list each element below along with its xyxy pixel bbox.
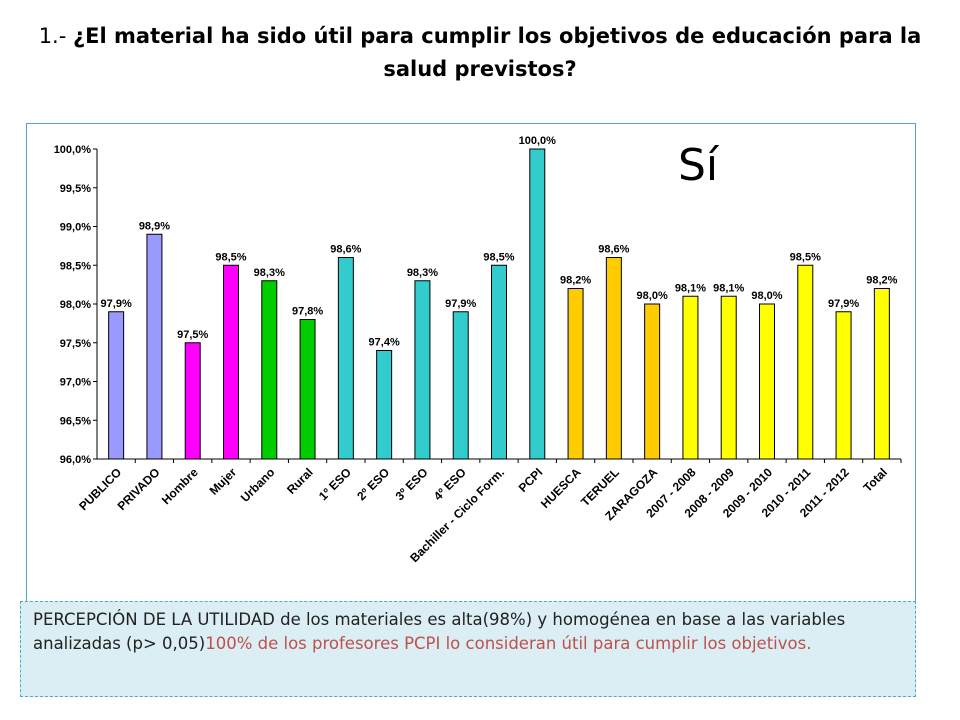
- summary-text: PERCEPCIÓN DE LA UTILIDAD de los materia…: [33, 610, 846, 653]
- data-label: 98,2%: [866, 275, 897, 287]
- bar: [299, 319, 316, 460]
- y-tick-label: 96,0%: [60, 454, 91, 466]
- y-tick-label: 99,0%: [60, 222, 91, 234]
- x-tick-label: 2º ESO: [354, 465, 392, 503]
- y-tick-label: 97,5%: [60, 338, 91, 350]
- bar: [414, 280, 431, 460]
- x-tick-label: 4º ESO: [431, 465, 469, 503]
- x-tick-label: 1º ESO: [316, 465, 354, 503]
- data-label: 98,5%: [790, 251, 821, 263]
- bar: [491, 264, 507, 460]
- data-label: 98,0%: [751, 290, 782, 302]
- data-label: 98,6%: [598, 244, 629, 256]
- bar: [797, 264, 814, 460]
- x-tick-label: 3º ESO: [393, 465, 431, 503]
- data-label: 98,5%: [483, 251, 514, 263]
- bar: [644, 303, 661, 460]
- answer-label: Sí: [678, 140, 719, 191]
- bar: [605, 257, 622, 460]
- data-label: 97,5%: [177, 329, 208, 341]
- bar: [108, 311, 125, 460]
- data-label: 98,2%: [560, 275, 591, 287]
- bar: [720, 295, 737, 460]
- y-tick-label: 97,0%: [60, 377, 91, 389]
- x-tick-label: HUESCA: [538, 465, 584, 511]
- data-label: 98,1%: [713, 282, 744, 294]
- data-label: 100,0%: [519, 135, 557, 147]
- x-tick-label: Total: [860, 465, 890, 495]
- bar: [682, 295, 699, 460]
- bar: [759, 303, 775, 460]
- data-label: 97,4%: [369, 337, 400, 349]
- data-label: 97,9%: [101, 298, 132, 310]
- y-tick-label: 100,0%: [54, 144, 92, 156]
- bar: [873, 288, 890, 460]
- bar: [376, 350, 393, 460]
- y-tick-label: 96,5%: [60, 415, 91, 427]
- x-tick-label: Mujer: [207, 465, 240, 498]
- bar: [146, 233, 163, 460]
- x-tick-label: Rural: [284, 465, 316, 497]
- bar: [261, 280, 278, 460]
- data-label: 97,8%: [292, 306, 323, 318]
- x-tick-label: Urbano: [238, 465, 278, 505]
- bar: [452, 311, 469, 460]
- bar: [184, 342, 201, 460]
- x-tick-label: PRIVADO: [115, 465, 163, 513]
- x-tick-label: Hombre: [159, 465, 201, 507]
- y-tick-label: 98,5%: [60, 260, 91, 272]
- data-label: 98,5%: [215, 251, 246, 263]
- data-label: 98,3%: [254, 267, 285, 279]
- data-label: 98,0%: [637, 290, 668, 302]
- bar: [835, 311, 852, 460]
- bar: [337, 257, 354, 460]
- bar: [529, 148, 546, 460]
- data-label: 98,3%: [407, 267, 438, 279]
- bar-chart: 96,0% 96,5% 97,0% 97,5% 98,0% 98,5% 99,0% 99,5%…: [54, 135, 902, 565]
- chart-frame: 96,0% 96,5% 97,0% 97,5% 98,0% 98,5% 99,0% 99,5%…: [26, 123, 916, 613]
- summary-note: PERCEPCIÓN DE LA UTILIDAD de los materia…: [20, 601, 916, 697]
- data-label: 97,9%: [828, 298, 859, 310]
- question-text: ¿El material ha sido útil para cumplir l…: [73, 24, 922, 81]
- y-tick-label: 98,0%: [60, 299, 91, 311]
- data-label: 98,6%: [330, 244, 361, 256]
- question-number: 1.-: [38, 24, 67, 48]
- summary-highlight: 100% de los profesores PCPI lo considera…: [205, 634, 812, 653]
- page-title: 1.- ¿El material ha sido útil para cumpl…: [20, 20, 940, 86]
- data-label: 97,9%: [445, 298, 476, 310]
- y-tick-label: 99,5%: [60, 183, 91, 195]
- bar: [223, 264, 239, 460]
- x-tick-label: PCPI: [516, 465, 546, 495]
- data-label: 98,1%: [675, 282, 706, 294]
- bar: [567, 288, 584, 460]
- data-label: 98,9%: [139, 220, 170, 232]
